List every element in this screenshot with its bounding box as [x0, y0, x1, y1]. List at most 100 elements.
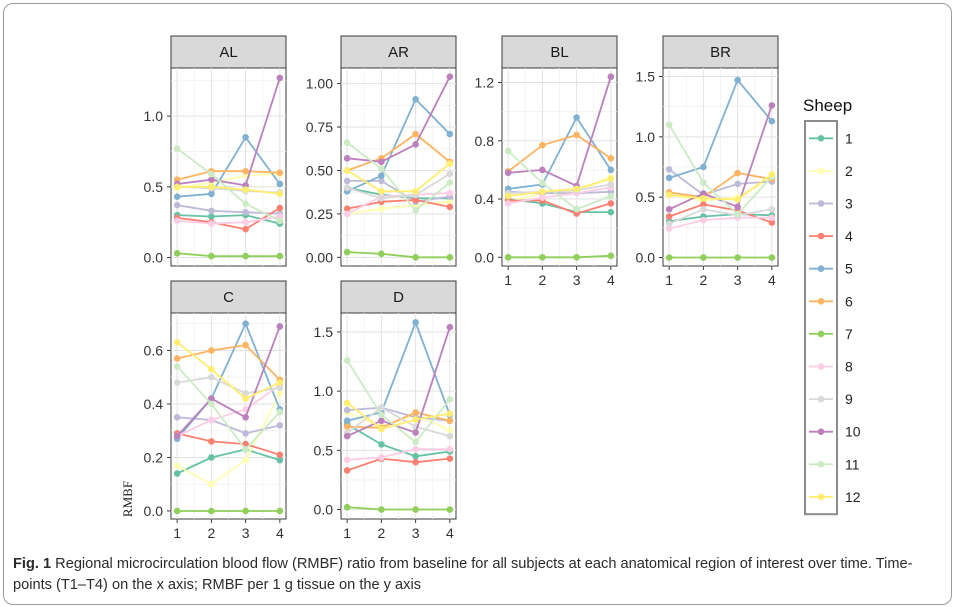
- data-point: [343, 456, 351, 464]
- panel-bl-series-sheep-12: [504, 175, 615, 200]
- data-point: [607, 200, 615, 207]
- data-point: [665, 191, 673, 199]
- series-line: [668, 216, 772, 230]
- panel-br-series-sheep-12: [665, 170, 776, 203]
- data-point: [276, 74, 284, 82]
- data-point: [242, 186, 249, 193]
- panel-c-series-sheep-10: [173, 323, 284, 440]
- series-line: [669, 172, 772, 199]
- data-point: [412, 409, 419, 416]
- data-point: [768, 214, 776, 222]
- y-tick-label: 0.4: [475, 191, 495, 207]
- data-point: [412, 130, 419, 138]
- data-point: [208, 400, 215, 408]
- panel-d-series-sheep-11: [343, 357, 454, 446]
- series-line: [507, 150, 612, 211]
- data-point: [276, 451, 284, 459]
- data-point: [446, 179, 454, 186]
- data-point: [242, 395, 249, 402]
- data-point: [173, 379, 181, 386]
- data-point: [208, 507, 215, 515]
- y-tick-label: 0.5: [314, 442, 334, 458]
- series-line: [347, 406, 450, 422]
- data-point: [343, 167, 351, 174]
- data-point: [378, 172, 385, 179]
- data-point: [446, 170, 454, 178]
- data-point: [607, 154, 615, 162]
- x-tick-label: 1: [504, 272, 512, 288]
- data-point: [378, 417, 385, 425]
- data-point: [446, 396, 454, 403]
- data-point: [446, 432, 454, 440]
- data-point: [446, 130, 454, 138]
- data-point: [242, 446, 249, 453]
- data-point: [734, 254, 741, 261]
- x-tick-label: 3: [242, 525, 250, 541]
- data-point: [607, 208, 615, 216]
- y-tick-label: 1.0: [314, 383, 334, 399]
- panel-ar-series-sheep-10: [343, 73, 454, 166]
- data-point: [734, 203, 741, 211]
- data-point: [446, 198, 454, 206]
- series-line: [176, 392, 281, 486]
- legend-entry-sheep-2: 2: [809, 163, 853, 179]
- data-point: [242, 456, 249, 464]
- legend-entry-label: 7: [845, 326, 853, 342]
- panel-bl-series-sheep-6: [504, 131, 615, 175]
- data-point: [734, 169, 741, 177]
- data-point: [665, 121, 673, 129]
- series-line: [347, 506, 450, 511]
- y-tick-label: 0.2: [144, 449, 164, 465]
- data-point: [276, 180, 284, 188]
- legend-key-point: [817, 265, 825, 273]
- data-point: [446, 417, 454, 425]
- x-tick-label: 3: [734, 272, 742, 288]
- data-point: [343, 467, 351, 474]
- data-point: [173, 414, 181, 421]
- data-point: [768, 219, 776, 226]
- data-point: [208, 395, 215, 402]
- data-point: [412, 95, 419, 103]
- series-line: [346, 326, 451, 437]
- data-point: [242, 430, 249, 437]
- data-point: [173, 217, 181, 225]
- data-point: [607, 181, 615, 188]
- data-point: [504, 200, 512, 207]
- data-point: [446, 203, 454, 211]
- data-point: [173, 470, 181, 477]
- data-point: [665, 213, 673, 220]
- data-point: [378, 158, 385, 166]
- data-point: [412, 141, 419, 148]
- series-line: [176, 365, 281, 451]
- y-tick-label: 0.5: [636, 189, 656, 205]
- data-point: [446, 254, 454, 261]
- y-tick-label: 0.0: [144, 250, 164, 266]
- data-point: [700, 190, 707, 197]
- series-line: [668, 79, 773, 179]
- data-point: [242, 389, 249, 397]
- data-point: [378, 188, 385, 195]
- panel-al-series-sheep-8: [173, 213, 284, 227]
- series-line: [346, 423, 450, 458]
- panel-al-series-sheep-12: [173, 183, 284, 198]
- legend-key-box: [804, 120, 838, 516]
- data-point: [412, 452, 419, 460]
- data-point: [208, 183, 215, 191]
- y-tick-label: 0.0: [475, 249, 495, 265]
- panel-ar: AR 0.00 0.25 0.50 0.75 1.00: [306, 35, 457, 267]
- series-line: [508, 116, 612, 190]
- panel-c-series-sheep-12: [173, 339, 284, 402]
- y-tick-label: 1.5: [636, 68, 656, 84]
- series-line: [177, 185, 280, 195]
- data-point: [700, 205, 707, 213]
- data-point: [539, 188, 546, 196]
- data-point: [173, 432, 181, 440]
- y-tick-label: 0.0: [314, 502, 334, 518]
- data-point: [665, 225, 673, 232]
- data-point: [276, 384, 284, 392]
- y-tick-label: 0.25: [306, 206, 333, 222]
- data-point: [276, 252, 284, 260]
- x-tick-label: 4: [768, 272, 776, 288]
- y-tick-label: 0.4: [144, 396, 164, 412]
- x-tick-label: 1: [343, 525, 351, 541]
